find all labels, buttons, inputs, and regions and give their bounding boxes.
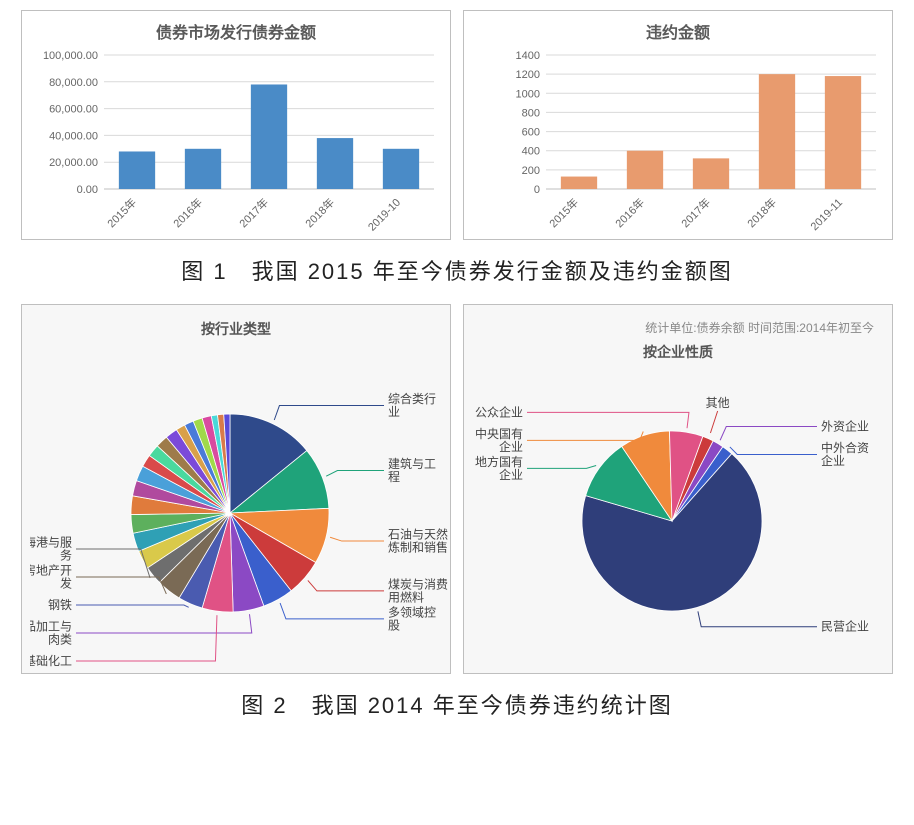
- svg-text:2019-10: 2019-10: [366, 197, 403, 234]
- pie-label: 企业: [499, 439, 523, 454]
- svg-text:60,000.00: 60,000.00: [49, 104, 98, 116]
- svg-text:2019-11: 2019-11: [809, 197, 845, 233]
- svg-text:2016年: 2016年: [170, 195, 205, 230]
- bar-chart-2-title: 违约金额: [472, 19, 884, 43]
- bar-chart-2-svg: 0 200 400 600 800 1000 1200 1400 2015年 2016年 2017年…: [472, 49, 886, 239]
- pie-label: 肉类: [48, 633, 72, 647]
- pie-label: 多领域控: [388, 605, 436, 619]
- svg-text:600: 600: [522, 127, 540, 139]
- svg-text:其他: 其他: [706, 396, 730, 410]
- pie-label: 务: [60, 548, 72, 563]
- svg-text:800: 800: [522, 107, 540, 119]
- bar: [561, 177, 597, 189]
- pie-label: 建筑与工: [388, 456, 436, 471]
- row-bars: 债券市场发行债券金额 0.00 20,000.00 40,000.00 60,000.…: [10, 10, 904, 240]
- pie-label: 用燃料: [388, 589, 424, 604]
- figure-2-caption: 图 2 我国 2014 年至今债券违约统计图: [10, 688, 904, 720]
- pie-chart-ownership: 统计单位:债券余额 时间范围:2014年初至今 按企业性质 其他外资企业中外合资…: [463, 304, 893, 674]
- pie-label: 股: [388, 618, 400, 632]
- bar: [251, 84, 287, 189]
- bar-chart-1-title: 债券市场发行债券金额: [30, 19, 442, 43]
- bar: [119, 151, 155, 189]
- svg-text:0: 0: [534, 184, 540, 196]
- row-pies: 按行业类型 综合类行业建筑与工程石油与天然炼制和销售煤炭与消费用燃料多领域控股 海…: [10, 304, 904, 674]
- svg-text:2018年: 2018年: [302, 195, 337, 230]
- svg-text:40,000.00: 40,000.00: [49, 130, 98, 142]
- pie-label: 房地产开: [30, 563, 72, 578]
- pie-chart-1-svg: 综合类行业建筑与工程石油与天然炼制和销售煤炭与消费用燃料多领域控股 海港与服务房地…: [30, 343, 450, 673]
- bar: [185, 149, 221, 189]
- pie-label: 地方国有: [475, 454, 523, 469]
- bar: [383, 149, 419, 189]
- pie-label: 中外合资: [821, 440, 869, 455]
- pie-label: 业: [388, 405, 400, 419]
- svg-text:200: 200: [522, 165, 540, 177]
- svg-text:1000: 1000: [516, 88, 540, 100]
- pie-2-title: 按企业性质: [472, 342, 884, 362]
- svg-text:2016年: 2016年: [612, 195, 647, 230]
- bar-chart-issuance: 债券市场发行债券金额 0.00 20,000.00 40,000.00 60,000.…: [21, 10, 451, 240]
- pie-label: 中央国有: [475, 426, 523, 441]
- pie-label: 综合类行: [388, 391, 436, 406]
- pie-label: 海港与服: [30, 535, 72, 550]
- pie-label: 外资企业: [821, 419, 869, 434]
- pie-label: 企业: [499, 467, 523, 482]
- pie-chart-2-svg: 其他外资企业中外合资企业民营企业公众企业中央国有企业地方国有企业: [472, 366, 892, 666]
- svg-text:2018年: 2018年: [744, 195, 779, 230]
- pie-label: 煤炭与消费: [388, 577, 448, 591]
- pie-label: 基础化工: [30, 654, 72, 668]
- pie-label: 企业: [821, 453, 845, 468]
- svg-text:1200: 1200: [516, 69, 540, 81]
- pie-chart-industry: 按行业类型 综合类行业建筑与工程石油与天然炼制和销售煤炭与消费用燃料多领域控股 海…: [21, 304, 451, 674]
- svg-text:2015年: 2015年: [546, 195, 581, 230]
- figure-1-caption: 图 1 我国 2015 年至今债券发行金额及违约金额图: [10, 254, 904, 286]
- svg-text:0.00: 0.00: [77, 184, 98, 196]
- bar: [825, 76, 861, 189]
- bar: [759, 74, 795, 189]
- svg-text:100,000.00: 100,000.00: [43, 50, 98, 62]
- bar: [693, 158, 729, 189]
- pie-1-title: 按行业类型: [30, 319, 442, 339]
- pie-label: 程: [388, 469, 400, 484]
- pie-label: 食品加工与: [30, 619, 72, 634]
- svg-text:2017年: 2017年: [236, 195, 271, 230]
- pie-label: 公众企业: [475, 404, 523, 419]
- svg-text:1400: 1400: [516, 50, 540, 62]
- bar-chart-default: 违约金额 0 200 400 600 800 1000 1200 1400 2015年 2016年…: [463, 10, 893, 240]
- pie-label: 钢铁: [48, 598, 72, 612]
- svg-text:2017年: 2017年: [678, 195, 713, 230]
- svg-text:20,000.00: 20,000.00: [49, 157, 98, 169]
- bar: [317, 138, 353, 189]
- pie-2-subtitle: 统计单位:债券余额 时间范围:2014年初至今: [472, 313, 884, 336]
- pie-label: 发: [60, 576, 72, 591]
- pie-label: 民营企业: [821, 619, 869, 634]
- svg-text:2015年: 2015年: [104, 195, 139, 230]
- svg-text:400: 400: [522, 146, 540, 158]
- svg-text:80,000.00: 80,000.00: [49, 77, 98, 89]
- bar: [627, 151, 663, 189]
- pie-label: 炼制和销售: [388, 540, 448, 555]
- pie-label: 石油与天然: [388, 527, 448, 542]
- bar-chart-1-svg: 0.00 20,000.00 40,000.00 60,000.00 80,000.00…: [30, 49, 444, 239]
